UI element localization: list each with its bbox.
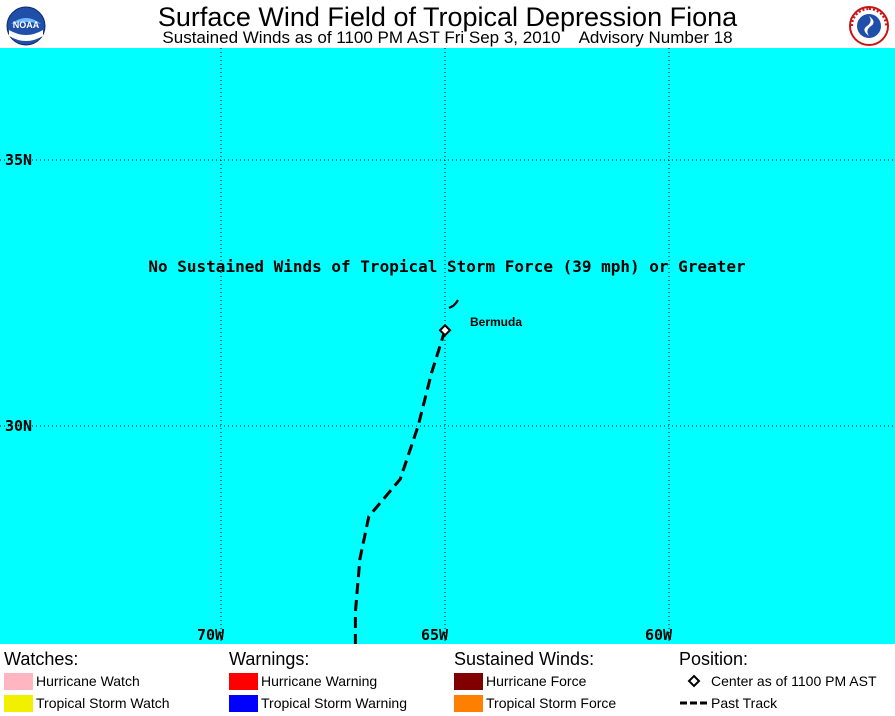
- legend-item-tropical-storm-watch: Tropical Storm Watch: [4, 692, 170, 714]
- hurricane-warning-label: Hurricane Warning: [261, 673, 378, 689]
- ocean-area: [0, 48, 895, 644]
- legend-warnings-title: Warnings:: [229, 649, 310, 669]
- hurricane-force-swatch: [454, 673, 483, 690]
- tropical-storm-warning-swatch: [229, 695, 258, 712]
- legend-sustained-winds: Sustained Winds: Hurricane Force Tropica…: [454, 648, 616, 714]
- grid-labels: 70W 65W 60W 35N 30N: [5, 151, 673, 644]
- hurricane-force-label: Hurricane Force: [486, 673, 587, 689]
- diamond-icon: [687, 674, 701, 688]
- bermuda-label: Bermuda: [470, 315, 522, 329]
- noaa-logo-icon: NOAA: [6, 6, 46, 46]
- legend-position: Position: Center as of 1100 PM AST Past …: [679, 648, 877, 714]
- tropical-storm-force-label: Tropical Storm Force: [486, 695, 617, 711]
- map-header: NOAA Surface Wind Field of Tropical Depr…: [0, 0, 895, 48]
- hurricane-warning-swatch: [229, 673, 258, 690]
- legend-item-hurricane-watch: Hurricane Watch: [4, 670, 140, 692]
- bermuda-island: [448, 299, 459, 309]
- center-position-label: Center as of 1100 PM AST: [711, 673, 877, 689]
- longitude-label: 70W: [197, 626, 225, 644]
- legend-winds-title: Sustained Winds:: [454, 649, 595, 669]
- hurricane-watch-swatch: [4, 673, 33, 690]
- no-tropical-storm-winds-notice: No Sustained Winds of Tropical Storm For…: [148, 257, 745, 276]
- legend-item-tropical-storm-force: Tropical Storm Force: [454, 692, 616, 714]
- lat-lon-grid: [0, 48, 895, 644]
- dashed-line-icon: [680, 701, 709, 705]
- tropical-storm-watch-label: Tropical Storm Watch: [36, 695, 170, 711]
- latitude-label: 30N: [5, 417, 32, 435]
- tropical-storm-force-swatch: [454, 695, 483, 712]
- map-subtitle: Sustained Winds as of 1100 PM AST Fri Se…: [0, 28, 895, 48]
- past-track-line: [353, 329, 447, 644]
- legend-item-tropical-storm-warning: Tropical Storm Warning: [229, 692, 407, 714]
- legend-item-center: Center as of 1100 PM AST: [679, 670, 877, 692]
- svg-text:NOAA: NOAA: [13, 20, 40, 30]
- legend-position-title: Position:: [679, 649, 749, 669]
- legend-watches-title: Watches:: [4, 649, 79, 669]
- legend-item-hurricane-warning: Hurricane Warning: [229, 670, 377, 692]
- legend-item-past-track: Past Track: [679, 692, 777, 714]
- tropical-storm-watch-swatch: [4, 695, 33, 712]
- advisory-number: Advisory Number 18: [578, 28, 733, 47]
- storm-center-marker: [438, 323, 452, 337]
- map-title: Surface Wind Field of Tropical Depressio…: [157, 2, 738, 32]
- nws-logo-icon: [849, 6, 889, 46]
- legend-item-hurricane-force: Hurricane Force: [454, 670, 594, 692]
- legend-warnings: Warnings: Hurricane Warning Tropical Sto…: [229, 648, 407, 714]
- valid-time: Sustained Winds as of 1100 PM AST Fri Se…: [162, 28, 561, 47]
- longitude-label: 60W: [645, 626, 673, 644]
- legend-watches: Watches: Hurricane Watch Tropical Storm …: [4, 648, 170, 714]
- wind-field-map: 70W 65W 60W 35N 30N No Sustained Winds of Tr…: [0, 48, 895, 644]
- hurricane-watch-label: Hurricane Watch: [36, 673, 140, 689]
- longitude-label: 65W: [421, 626, 449, 644]
- past-track-label: Past Track: [711, 695, 778, 711]
- tropical-storm-warning-label: Tropical Storm Warning: [261, 695, 408, 711]
- map-legend: Watches: Hurricane Watch Tropical Storm …: [0, 644, 895, 716]
- latitude-label: 35N: [5, 151, 32, 169]
